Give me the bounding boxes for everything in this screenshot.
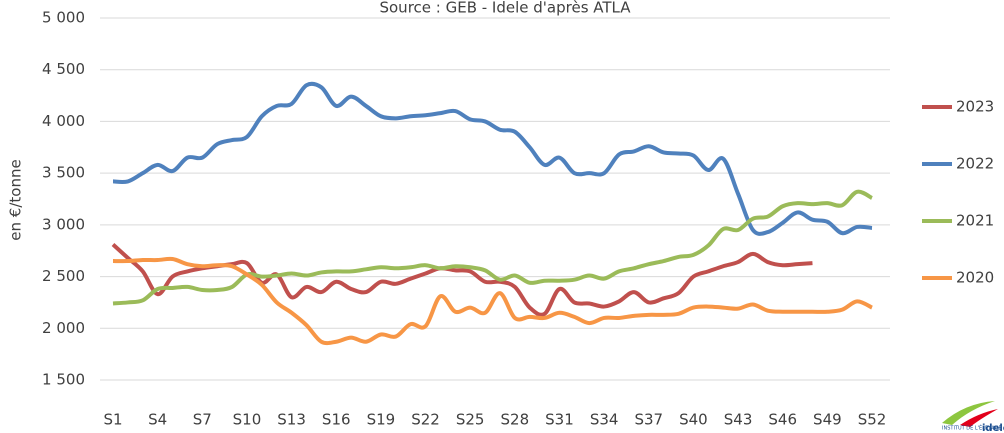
logo: INSTITUT DE L'ÉLEVAGE idele: [942, 401, 1004, 433]
y-tick-label: 3 500: [42, 164, 85, 182]
data-line: [112, 81, 873, 236]
x-tick-label: S22: [411, 411, 440, 429]
legend-label: 2023: [956, 98, 994, 116]
x-tick-label: S52: [858, 411, 887, 429]
y-tick-label: 4 000: [42, 112, 85, 130]
x-tick-label: S40: [679, 411, 708, 429]
y-tick-label: 5 000: [42, 9, 85, 27]
chart-title: Source : GEB - Idele d'après ATLA: [379, 0, 631, 17]
data-line: [111, 243, 813, 317]
x-tick-label: S10: [233, 411, 262, 429]
x-tick-label: S49: [813, 411, 842, 429]
data-line: [112, 256, 873, 346]
y-tick-label: 1 500: [42, 371, 85, 389]
logo-swoosh: [960, 409, 998, 427]
x-tick-label: S43: [724, 411, 753, 429]
x-tick-label: S31: [545, 411, 574, 429]
y-tick-label: 3 000: [42, 215, 85, 233]
x-tick-label: S1: [103, 411, 122, 429]
legend-label: 2020: [956, 269, 994, 287]
legend-label: 2021: [956, 212, 994, 230]
y-tick-label: 2 000: [42, 319, 85, 337]
x-tick-label: S28: [501, 411, 530, 429]
logo-name: idele: [982, 423, 1004, 433]
y-axis-label: en €/tonne: [7, 159, 25, 240]
x-tick-label: S7: [193, 411, 212, 429]
x-tick-label: S46: [768, 411, 797, 429]
y-tick-label: 2 500: [42, 267, 85, 285]
legend-label: 2022: [956, 155, 994, 173]
x-tick-label: S4: [148, 411, 167, 429]
y-tick-label: 4 500: [42, 60, 85, 78]
data-line: [112, 189, 873, 306]
logo-small-text: INSTITUT DE L'ÉLEVAGE: [942, 424, 1002, 432]
x-tick-label: S19: [367, 411, 396, 429]
x-tick-label: S13: [277, 411, 306, 429]
logo-swoosh: [942, 401, 995, 425]
x-tick-label: S25: [456, 411, 485, 429]
x-tick-label: S16: [322, 411, 351, 429]
x-tick-label: S37: [634, 411, 663, 429]
x-tick-label: S34: [590, 411, 619, 429]
